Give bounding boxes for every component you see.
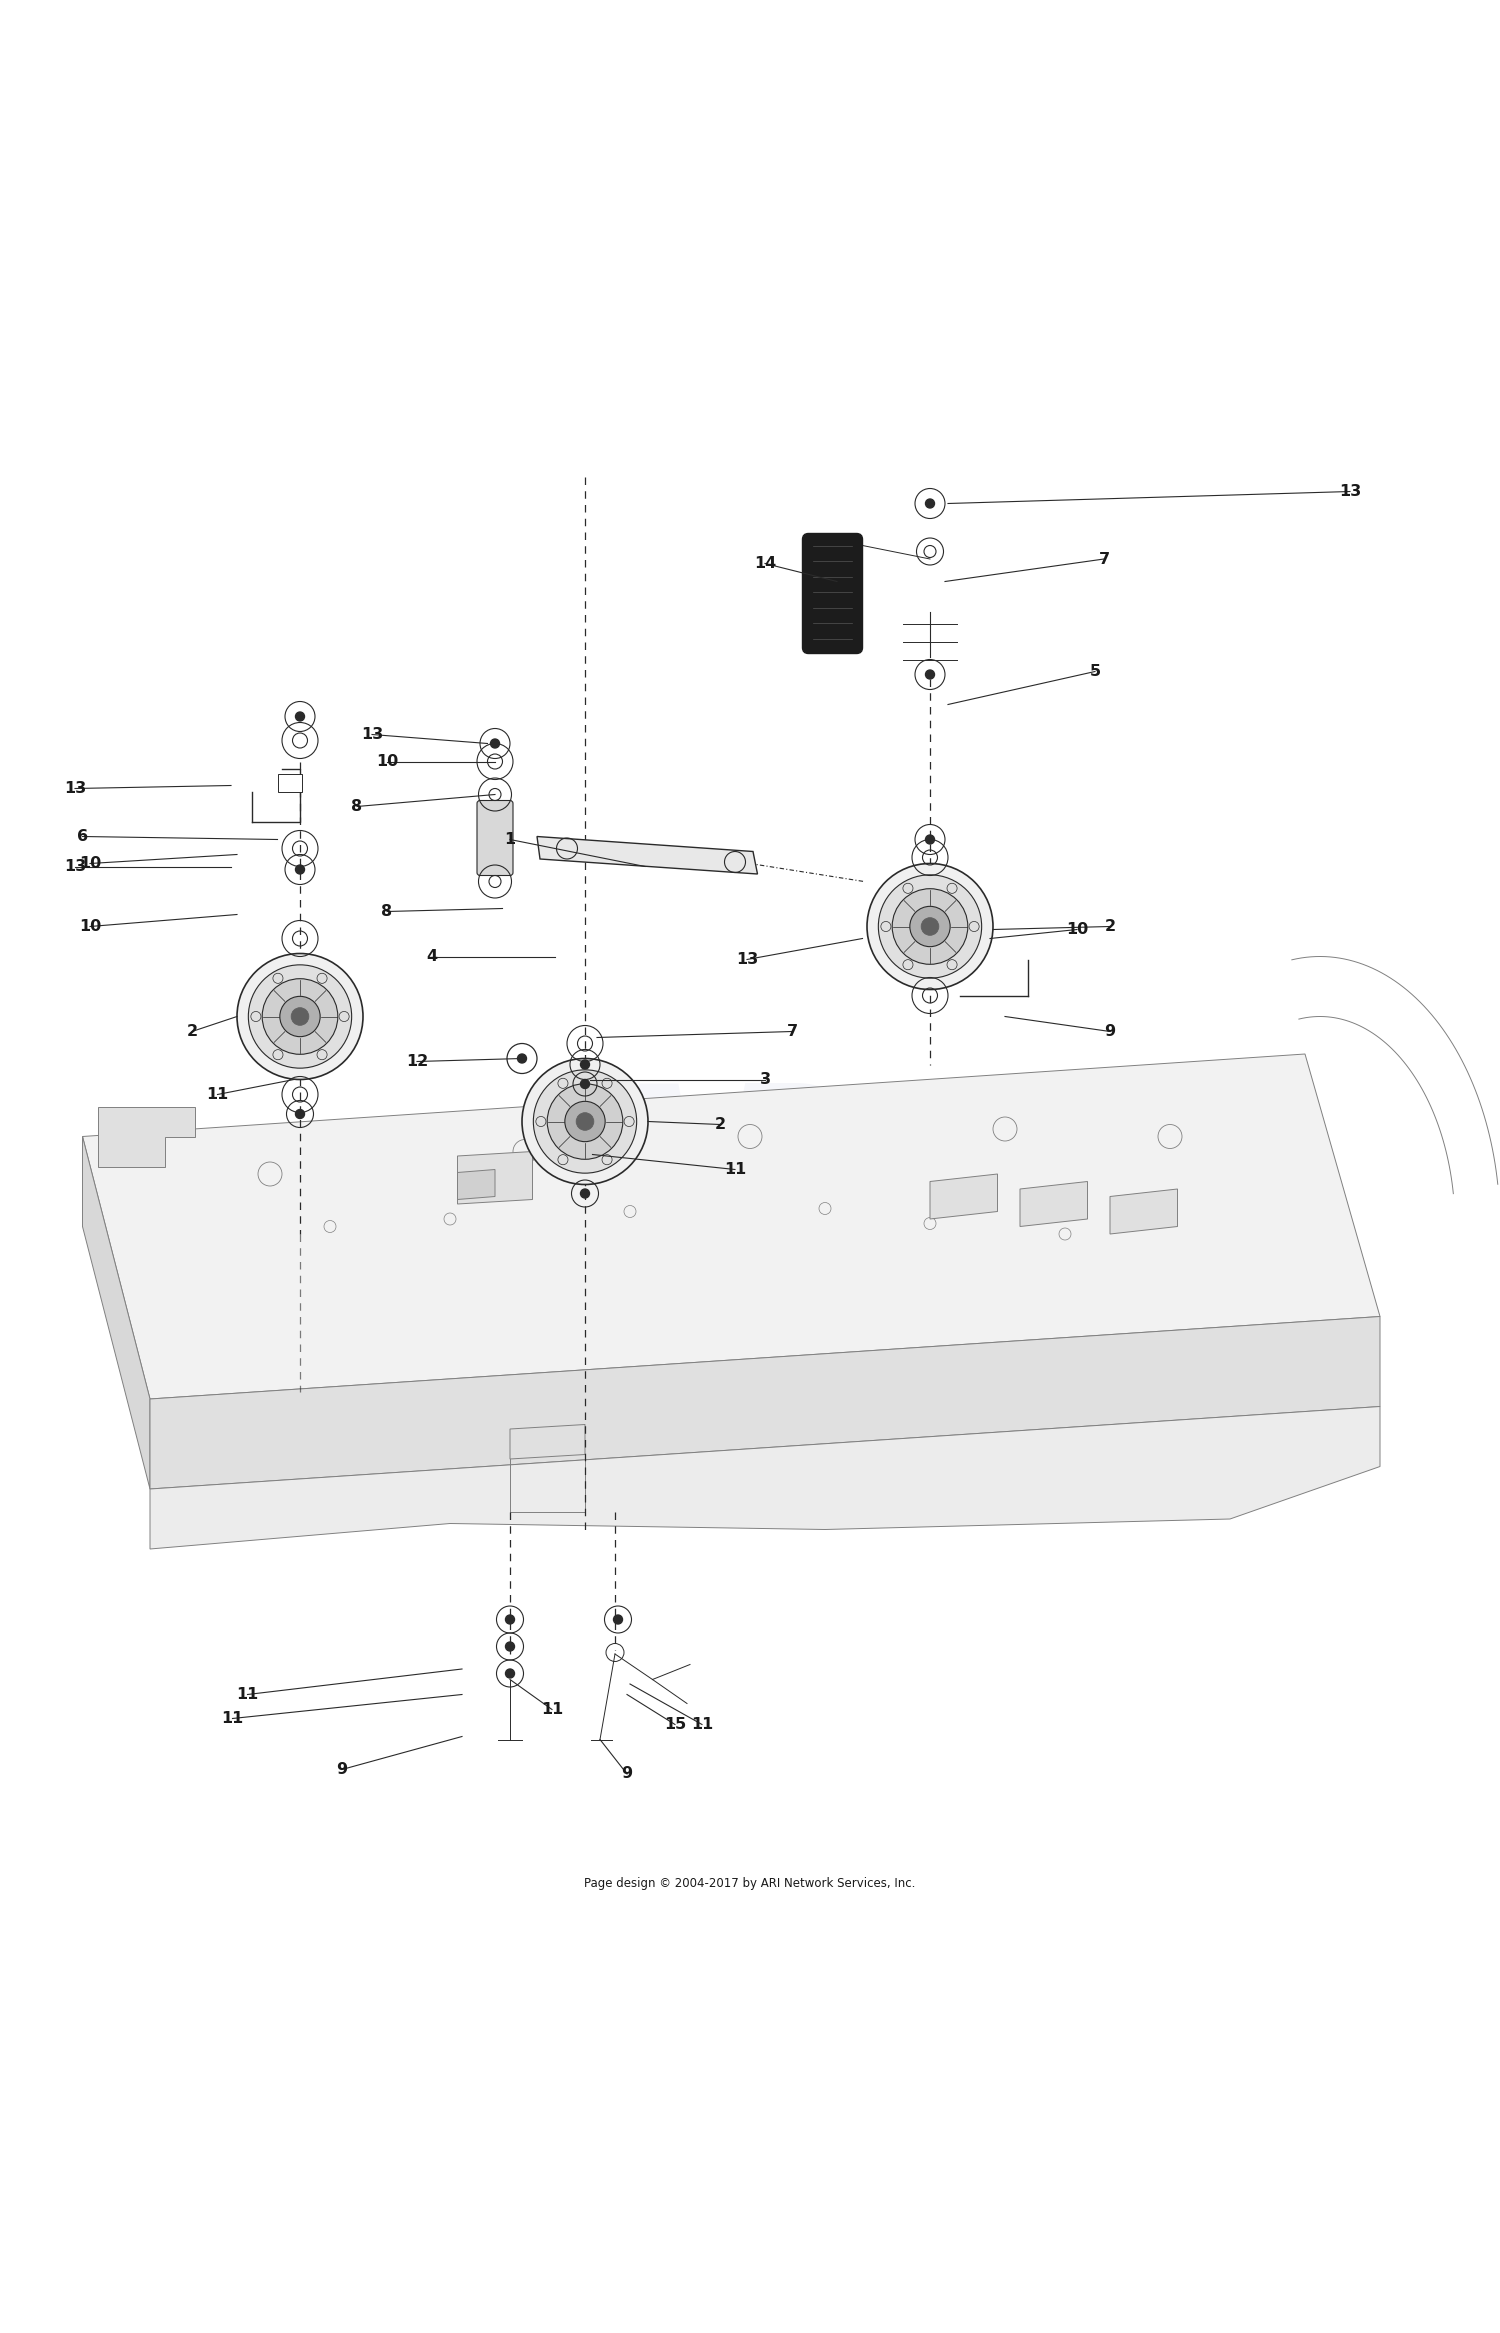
Text: 8: 8: [351, 798, 363, 814]
Text: 10: 10: [80, 919, 100, 933]
Polygon shape: [150, 1407, 1380, 1549]
Text: Page design © 2004-2017 by ARI Network Services, Inc.: Page design © 2004-2017 by ARI Network S…: [585, 1878, 915, 1890]
Polygon shape: [458, 1153, 532, 1204]
Text: 5: 5: [1089, 665, 1101, 679]
Text: 7: 7: [786, 1024, 798, 1038]
Circle shape: [580, 1080, 590, 1090]
Circle shape: [921, 917, 939, 936]
Circle shape: [534, 1071, 636, 1173]
Text: 13: 13: [362, 728, 382, 742]
FancyBboxPatch shape: [278, 775, 302, 791]
Text: 10: 10: [376, 754, 398, 770]
Circle shape: [262, 980, 338, 1055]
Polygon shape: [510, 1425, 585, 1458]
Text: 15: 15: [664, 1717, 686, 1731]
Circle shape: [614, 1614, 622, 1624]
Circle shape: [506, 1614, 515, 1624]
Circle shape: [566, 1101, 604, 1141]
Text: 9: 9: [336, 1761, 348, 1778]
Text: 11: 11: [237, 1687, 258, 1703]
Circle shape: [237, 954, 363, 1080]
Text: 6: 6: [76, 828, 88, 845]
Polygon shape: [930, 1173, 998, 1220]
Polygon shape: [458, 1169, 495, 1199]
Circle shape: [926, 835, 934, 845]
Text: 10: 10: [80, 856, 100, 870]
Circle shape: [926, 499, 934, 509]
Text: 11: 11: [207, 1087, 228, 1101]
Circle shape: [296, 1111, 304, 1118]
FancyBboxPatch shape: [477, 800, 513, 875]
Text: 13: 13: [1340, 483, 1360, 499]
Circle shape: [518, 1055, 526, 1064]
Text: 8: 8: [381, 903, 393, 919]
Text: 13: 13: [64, 859, 86, 875]
Circle shape: [506, 1642, 515, 1652]
Circle shape: [892, 889, 968, 964]
Text: ARI: ARI: [578, 1078, 922, 1255]
Circle shape: [490, 740, 500, 749]
Text: 2: 2: [1104, 919, 1116, 933]
Circle shape: [580, 1059, 590, 1069]
Text: 14: 14: [754, 555, 776, 572]
Text: 2: 2: [186, 1024, 198, 1038]
Text: 11: 11: [724, 1162, 746, 1178]
Circle shape: [548, 1085, 622, 1160]
Text: 7: 7: [1098, 551, 1110, 567]
Text: 4: 4: [426, 950, 438, 964]
Circle shape: [926, 670, 934, 679]
Polygon shape: [82, 1136, 150, 1488]
Text: 13: 13: [736, 952, 758, 966]
Polygon shape: [1110, 1190, 1178, 1234]
Text: 2: 2: [714, 1118, 726, 1132]
Polygon shape: [82, 1055, 1380, 1400]
Text: 11: 11: [222, 1710, 243, 1726]
Text: 13: 13: [64, 782, 86, 796]
Polygon shape: [537, 838, 758, 875]
Text: 9: 9: [1104, 1024, 1116, 1038]
Circle shape: [522, 1059, 648, 1185]
Text: 12: 12: [406, 1055, 427, 1069]
Circle shape: [580, 1190, 590, 1199]
Text: 11: 11: [542, 1703, 562, 1717]
Circle shape: [506, 1668, 515, 1677]
Text: 10: 10: [1066, 922, 1088, 938]
Polygon shape: [1020, 1180, 1088, 1227]
Polygon shape: [150, 1316, 1380, 1488]
Circle shape: [296, 866, 304, 875]
Circle shape: [576, 1113, 594, 1129]
Circle shape: [249, 966, 351, 1069]
Text: 1: 1: [504, 833, 516, 847]
FancyBboxPatch shape: [802, 534, 862, 653]
Circle shape: [879, 875, 981, 978]
Polygon shape: [98, 1106, 195, 1166]
Circle shape: [867, 863, 993, 989]
Circle shape: [910, 905, 950, 947]
Text: 3: 3: [759, 1071, 771, 1087]
Text: 9: 9: [621, 1766, 633, 1782]
Circle shape: [291, 1008, 309, 1024]
Circle shape: [296, 712, 304, 721]
Circle shape: [280, 996, 320, 1036]
Text: 11: 11: [692, 1717, 712, 1731]
